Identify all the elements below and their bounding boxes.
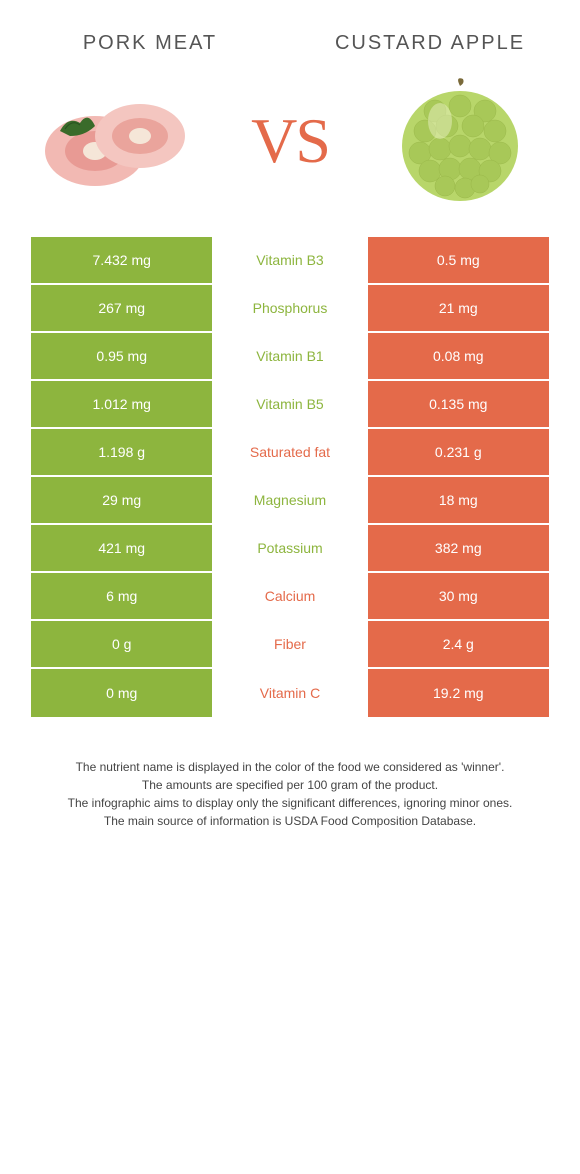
right-food-title: CUSTARD APPLE (330, 30, 530, 56)
nutrient-row: 421 mgPotassium382 mg (31, 525, 549, 573)
right-value: 30 mg (368, 573, 549, 619)
left-value: 0.95 mg (31, 333, 212, 379)
footer-line-3: The infographic aims to display only the… (30, 794, 550, 812)
custard-apple-image (380, 76, 540, 206)
footer-line-4: The main source of information is USDA F… (30, 812, 550, 830)
nutrient-row: 0.95 mgVitamin B10.08 mg (31, 333, 549, 381)
nutrient-name: Saturated fat (212, 429, 367, 475)
comparison-header: PORK MEAT CUSTARD APPLE (0, 0, 580, 66)
nutrient-name: Potassium (212, 525, 367, 571)
left-value: 0 g (31, 621, 212, 667)
left-value: 6 mg (31, 573, 212, 619)
left-value: 29 mg (31, 477, 212, 523)
nutrient-row: 0 mgVitamin C19.2 mg (31, 669, 549, 717)
right-value: 2.4 g (368, 621, 549, 667)
left-value: 0 mg (31, 669, 212, 717)
nutrient-row: 0 gFiber2.4 g (31, 621, 549, 669)
nutrient-table: 7.432 mgVitamin B30.5 mg267 mgPhosphorus… (30, 236, 550, 718)
footer-notes: The nutrient name is displayed in the co… (0, 718, 580, 830)
left-value: 421 mg (31, 525, 212, 571)
right-value: 0.08 mg (368, 333, 549, 379)
nutrient-name: Vitamin B1 (212, 333, 367, 379)
right-value: 0.5 mg (368, 237, 549, 283)
left-value: 1.198 g (31, 429, 212, 475)
nutrient-row: 6 mgCalcium30 mg (31, 573, 549, 621)
nutrient-name: Calcium (212, 573, 367, 619)
footer-line-2: The amounts are specified per 100 gram o… (30, 776, 550, 794)
left-value: 267 mg (31, 285, 212, 331)
nutrient-row: 1.012 mgVitamin B50.135 mg (31, 381, 549, 429)
nutrient-name: Vitamin B5 (212, 381, 367, 427)
right-value: 21 mg (368, 285, 549, 331)
vs-label: VS (251, 104, 329, 178)
pork-meat-image (40, 76, 200, 206)
nutrient-name: Magnesium (212, 477, 367, 523)
footer-line-1: The nutrient name is displayed in the co… (30, 758, 550, 776)
right-value: 19.2 mg (368, 669, 549, 717)
nutrient-name: Fiber (212, 621, 367, 667)
vs-row: VS (0, 66, 580, 236)
nutrient-row: 1.198 gSaturated fat0.231 g (31, 429, 549, 477)
right-value: 0.231 g (368, 429, 549, 475)
left-value: 7.432 mg (31, 237, 212, 283)
nutrient-name: Phosphorus (212, 285, 367, 331)
nutrient-name: Vitamin C (212, 669, 367, 717)
nutrient-name: Vitamin B3 (212, 237, 367, 283)
nutrient-row: 267 mgPhosphorus21 mg (31, 285, 549, 333)
left-food-title: PORK MEAT (50, 30, 250, 56)
right-value: 382 mg (368, 525, 549, 571)
right-value: 0.135 mg (368, 381, 549, 427)
right-value: 18 mg (368, 477, 549, 523)
nutrient-row: 29 mgMagnesium18 mg (31, 477, 549, 525)
nutrient-row: 7.432 mgVitamin B30.5 mg (31, 237, 549, 285)
left-value: 1.012 mg (31, 381, 212, 427)
